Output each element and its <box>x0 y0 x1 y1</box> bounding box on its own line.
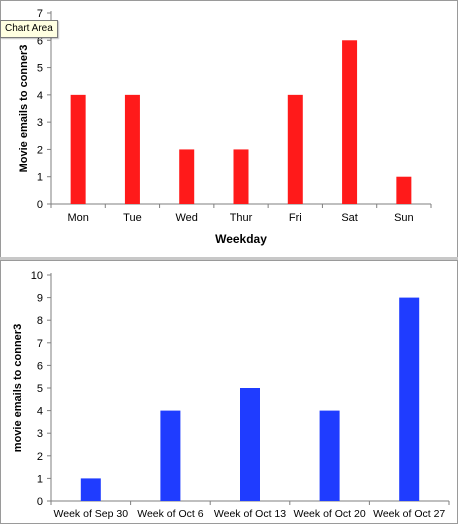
x-tick-label: Thur <box>230 212 253 224</box>
y-tick-label: 1 <box>37 172 43 184</box>
y-tick-label: 3 <box>37 117 43 129</box>
weekly-chart-area[interactable]: 0 1 2 3 4 5 6 7 8 9 10 Week of Sep 30 Week of Oct 6 W… <box>0 260 458 524</box>
bar-sat <box>342 40 358 205</box>
y-tick-label: 5 <box>37 63 43 75</box>
x-tick-label: Tue <box>123 212 142 224</box>
bar-week-of-oct-6 <box>160 410 181 501</box>
bar-wed <box>179 149 195 204</box>
bar-mon <box>70 94 86 204</box>
bar-week-of-oct-20 <box>319 410 340 501</box>
x-tick-label: Week of Oct 20 <box>294 508 366 520</box>
bar-tue <box>124 94 140 204</box>
weekday-chart: 0 1 2 3 4 5 6 7 Mon Tue Wed Thur Fri Sat Sun Weekday Mov… <box>18 8 432 246</box>
y-tick-label: 7 <box>37 8 43 20</box>
bar-fri <box>287 94 303 204</box>
y-tick-label: 8 <box>37 315 43 327</box>
weekday-chart-area[interactable]: 0 1 2 3 4 5 6 7 Mon Tue Wed Thur Fri Sat Sun Weekday Mov… <box>0 0 458 258</box>
y-tick-label: 6 <box>37 35 43 47</box>
bar-week-of-oct-13 <box>240 388 260 501</box>
x-tick-label: Week of Sep 30 <box>54 508 129 520</box>
y-tick-label: 7 <box>37 338 43 350</box>
y-tick-label: 9 <box>37 293 43 305</box>
y-tick-label: 1 <box>37 473 43 485</box>
y-tick-label: 4 <box>37 406 43 418</box>
y-tick-label: 3 <box>37 428 43 440</box>
weekly-chart: 0 1 2 3 4 5 6 7 8 9 10 Week of Sep 30 Week of Oct 6 W… <box>12 270 450 520</box>
chart-divider <box>0 257 458 261</box>
bar-week-of-oct-27 <box>399 297 420 501</box>
bar-thur <box>233 149 249 204</box>
y-tick-label: 10 <box>31 270 43 282</box>
bar-week-of-sep-30 <box>80 478 101 501</box>
y-tick-label: 0 <box>37 496 43 508</box>
y-tick-label: 5 <box>37 383 43 395</box>
x-tick-label: Mon <box>67 212 88 224</box>
x-axis-title: Weekday <box>215 232 267 246</box>
y-tick-label: 4 <box>37 90 43 102</box>
x-tick-label: Wed <box>176 212 198 224</box>
y-tick-label: 2 <box>37 144 43 156</box>
y-axis-title: movie emails to conner3 <box>12 324 24 452</box>
x-tick-label: Sat <box>341 212 358 224</box>
y-tick-label: 0 <box>37 199 43 211</box>
y-tick-label: 2 <box>37 451 43 463</box>
bar-sun <box>396 176 412 204</box>
x-tick-label: Week of Oct 27 <box>373 508 445 520</box>
chart-area-tooltip: Chart Area <box>0 20 58 38</box>
x-tick-label: Fri <box>289 212 302 224</box>
y-tick-label: 6 <box>37 360 43 372</box>
x-tick-label: Week of Oct 13 <box>214 508 286 520</box>
y-axis-title: Movie emails to conner3 <box>18 45 30 173</box>
x-tick-label: Sun <box>394 212 414 224</box>
x-tick-label: Week of Oct 6 <box>137 508 203 520</box>
